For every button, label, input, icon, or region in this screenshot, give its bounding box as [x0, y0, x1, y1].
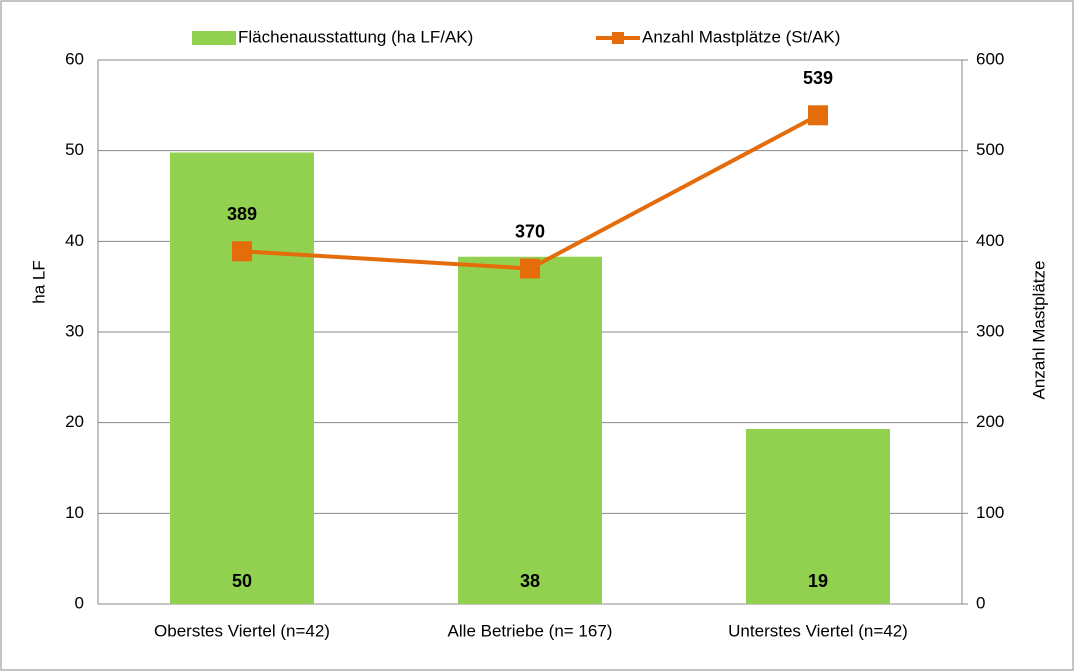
legend-label: Flächenausstattung (ha LF/AK)	[238, 27, 473, 46]
bar	[458, 256, 602, 604]
y2-tick-label: 600	[976, 49, 1004, 68]
y2-tick-label: 0	[976, 593, 985, 612]
y2-tick-label: 500	[976, 140, 1004, 159]
bar	[746, 429, 890, 604]
legend-label: Anzahl Mastplätze (St/AK)	[642, 27, 840, 46]
marker	[232, 241, 252, 262]
y2-tick-label: 200	[976, 412, 1004, 431]
marker	[808, 105, 828, 126]
y-tick-label: 10	[65, 503, 84, 522]
y2-tick-label: 300	[976, 321, 1004, 340]
y-tick-label: 0	[75, 593, 84, 612]
y-tick-label: 60	[65, 49, 84, 68]
marker	[520, 258, 540, 279]
legend-marker	[612, 32, 624, 44]
legend-swatch	[192, 31, 236, 45]
bar-label: 50	[232, 571, 252, 591]
bar-label: 19	[808, 571, 828, 591]
y2-tick-label: 400	[976, 231, 1004, 250]
bar	[170, 152, 314, 605]
y-axis-title: ha LF	[29, 260, 48, 303]
x-tick-label: Alle Betriebe (n= 167)	[448, 621, 613, 640]
point-label: 389	[227, 204, 257, 224]
y-tick-label: 30	[65, 321, 84, 340]
y-tick-label: 40	[65, 231, 84, 250]
y2-tick-label: 100	[976, 503, 1004, 522]
x-tick-label: Unterstes Viertel (n=42)	[728, 621, 908, 640]
y2-axis-title: Anzahl Mastplätze	[1029, 261, 1048, 400]
y-tick-label: 20	[65, 412, 84, 431]
x-tick-label: Oberstes Viertel (n=42)	[154, 621, 330, 640]
point-label: 370	[515, 221, 545, 241]
point-label: 539	[803, 68, 833, 88]
y-tick-label: 50	[65, 140, 84, 159]
bar-label: 38	[520, 571, 540, 591]
